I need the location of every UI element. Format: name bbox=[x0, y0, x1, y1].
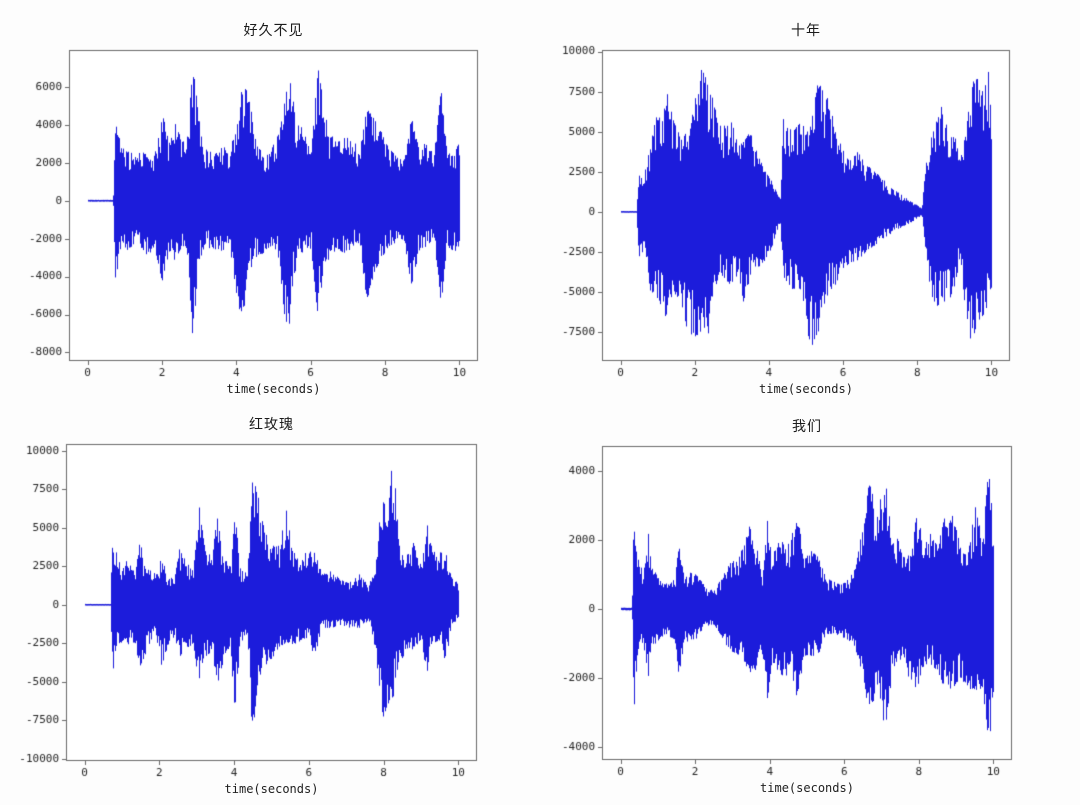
waveform-canvas-top-left bbox=[0, 0, 540, 400]
x-axis-label-top-left: time(seconds) bbox=[226, 382, 321, 396]
waveform-canvas-bottom-right bbox=[540, 400, 1080, 805]
subplot-bottom-right: 我们 time(seconds) bbox=[540, 400, 1080, 805]
subplot-bottom-left: 红玫瑰 time(seconds) bbox=[0, 400, 540, 805]
subplot-top-right: 十年 time(seconds) bbox=[540, 0, 1080, 400]
subplot-top-left: 好久不见 time(seconds) bbox=[0, 0, 540, 400]
x-axis-label-bottom-left: time(seconds) bbox=[224, 782, 319, 796]
x-axis-label-top-right: time(seconds) bbox=[759, 382, 853, 396]
waveform-canvas-bottom-left bbox=[0, 400, 540, 805]
x-axis-label-bottom-right: time(seconds) bbox=[760, 781, 854, 795]
plot-title-bottom-left: 红玫瑰 bbox=[249, 417, 294, 433]
plot-title-top-right: 十年 bbox=[791, 23, 821, 39]
waveform-canvas-top-right bbox=[540, 0, 1080, 400]
plot-title-top-left: 好久不见 bbox=[243, 23, 304, 39]
plot-title-bottom-right: 我们 bbox=[792, 419, 822, 435]
